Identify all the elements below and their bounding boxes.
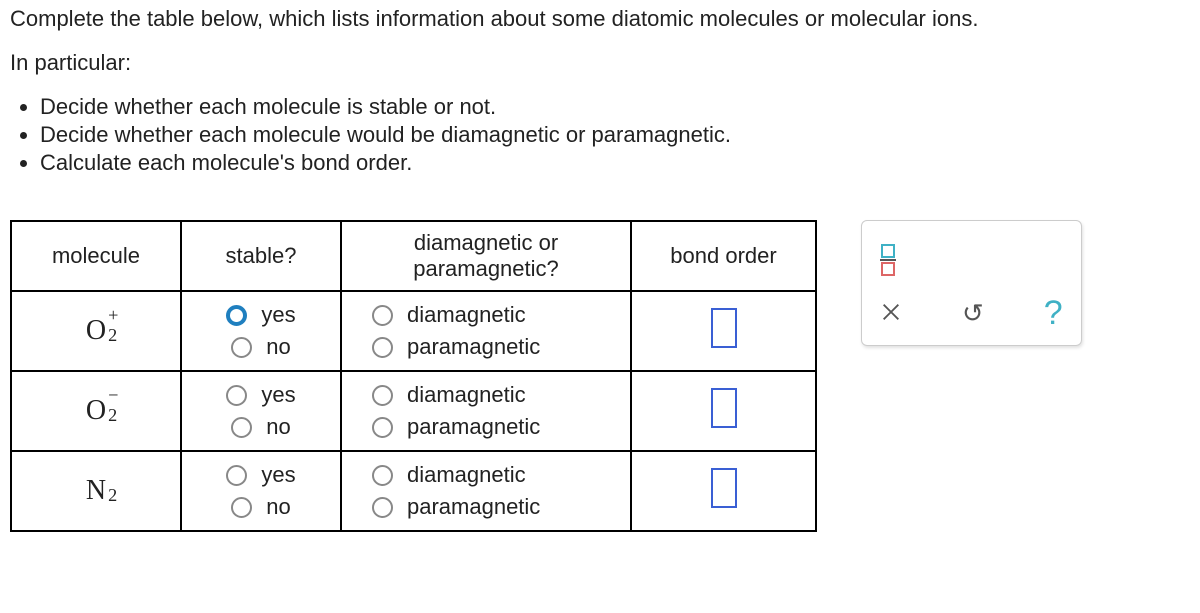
magnetism-cell: diamagnetic paramagnetic bbox=[341, 291, 631, 371]
stable-yes-label: yes bbox=[261, 384, 295, 406]
bond-order-input[interactable] bbox=[711, 388, 737, 428]
bond-order-cell bbox=[631, 451, 816, 531]
dia-radio[interactable] bbox=[372, 465, 393, 486]
dia-label: diamagnetic bbox=[407, 384, 526, 406]
molecule-formula: N2 bbox=[86, 475, 106, 506]
para-label: paramagnetic bbox=[407, 336, 540, 358]
stable-no-radio[interactable] bbox=[231, 337, 252, 358]
dia-label: diamagnetic bbox=[407, 464, 526, 486]
stable-yes-radio[interactable] bbox=[226, 465, 247, 486]
fraction-icon[interactable] bbox=[880, 244, 896, 276]
dia-label: diamagnetic bbox=[407, 304, 526, 326]
header-bond-order: bond order bbox=[631, 221, 816, 291]
requirement-item: Decide whether each molecule is stable o… bbox=[40, 94, 1190, 120]
molecule-formula: O−2 bbox=[86, 395, 106, 426]
prompt-line-2: In particular: bbox=[10, 50, 1190, 76]
stable-no-radio[interactable] bbox=[231, 497, 252, 518]
stable-yes-radio[interactable] bbox=[226, 385, 247, 406]
header-stable: stable? bbox=[181, 221, 341, 291]
molecule-cell: O−2 bbox=[11, 371, 181, 451]
magnetism-cell: diamagnetic paramagnetic bbox=[341, 371, 631, 451]
stable-yes-label: yes bbox=[261, 464, 295, 486]
undo-icon[interactable]: ↺ bbox=[962, 298, 984, 329]
bond-order-cell bbox=[631, 371, 816, 451]
close-icon[interactable] bbox=[880, 298, 902, 330]
help-icon[interactable]: ? bbox=[1044, 294, 1063, 333]
table-row: O−2 yes no diamagnetic paramagnetic bbox=[11, 371, 816, 451]
requirement-item: Decide whether each molecule would be di… bbox=[40, 122, 1190, 148]
stable-no-label: no bbox=[266, 416, 290, 438]
para-label: paramagnetic bbox=[407, 416, 540, 438]
bond-order-input[interactable] bbox=[711, 308, 737, 348]
para-radio[interactable] bbox=[372, 337, 393, 358]
stable-cell: yes no bbox=[181, 291, 341, 371]
molecule-cell: O+2 bbox=[11, 291, 181, 371]
stable-cell: yes no bbox=[181, 371, 341, 451]
stable-yes-radio[interactable] bbox=[226, 305, 247, 326]
requirements-list: Decide whether each molecule is stable o… bbox=[40, 94, 1190, 176]
header-molecule: molecule bbox=[11, 221, 181, 291]
molecule-table: molecule stable? diamagnetic or paramagn… bbox=[10, 220, 817, 532]
para-label: paramagnetic bbox=[407, 496, 540, 518]
header-magnetism: diamagnetic or paramagnetic? bbox=[341, 221, 631, 291]
table-row: N2 yes no diamagnetic paramagnetic bbox=[11, 451, 816, 531]
bond-order-cell bbox=[631, 291, 816, 371]
requirement-item: Calculate each molecule's bond order. bbox=[40, 150, 1190, 176]
molecule-cell: N2 bbox=[11, 451, 181, 531]
stable-no-radio[interactable] bbox=[231, 417, 252, 438]
molecule-formula: O+2 bbox=[86, 315, 106, 346]
stable-no-label: no bbox=[266, 496, 290, 518]
stable-yes-label: yes bbox=[261, 304, 295, 326]
stable-cell: yes no bbox=[181, 451, 341, 531]
toolbox: ↺ ? bbox=[861, 220, 1082, 346]
table-row: O+2 yes no diamagnetic paramagnetic bbox=[11, 291, 816, 371]
dia-radio[interactable] bbox=[372, 385, 393, 406]
prompt-line-1: Complete the table below, which lists in… bbox=[10, 6, 1190, 32]
stable-no-label: no bbox=[266, 336, 290, 358]
bond-order-input[interactable] bbox=[711, 468, 737, 508]
para-radio[interactable] bbox=[372, 417, 393, 438]
dia-radio[interactable] bbox=[372, 305, 393, 326]
magnetism-cell: diamagnetic paramagnetic bbox=[341, 451, 631, 531]
para-radio[interactable] bbox=[372, 497, 393, 518]
